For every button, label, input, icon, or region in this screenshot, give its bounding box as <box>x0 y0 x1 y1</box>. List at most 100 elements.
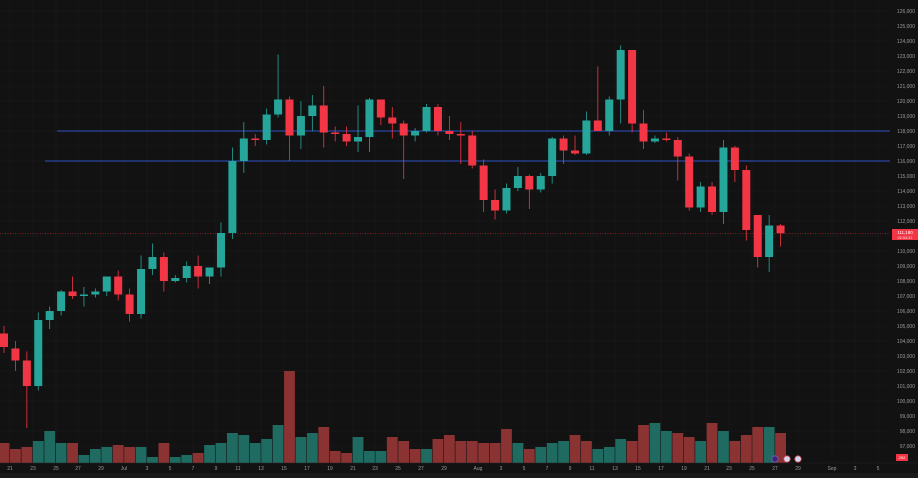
date-tick-label: 29 <box>795 466 801 472</box>
candle <box>525 174 534 209</box>
candle <box>285 96 294 161</box>
candle <box>114 270 123 301</box>
volume-bars <box>0 371 786 463</box>
candle <box>239 122 248 173</box>
date-tick-label: 29 <box>98 466 104 472</box>
time-axis[interactable]: 21 23 25 27 29 Jul 3 5 7 9 11 13 15 17 19 21 23 25 27 29 Aug… <box>7 466 879 472</box>
candle <box>571 135 579 155</box>
price-tick-label: 98,000 <box>900 429 916 435</box>
price-tick-label: 116,000 <box>897 159 915 165</box>
date-tick-label: 19 <box>327 466 333 472</box>
candle <box>274 54 283 118</box>
date-tick-label: 5 <box>877 466 880 472</box>
candle <box>468 131 477 169</box>
price-tick-label: 121,000 <box>897 84 915 90</box>
price-axis[interactable]: 126,000 125,000 124,000 123,000 122,000 121,0… <box>897 9 915 450</box>
candle <box>650 135 659 143</box>
price-tick-label: 115,000 <box>897 174 915 180</box>
candle <box>205 267 214 284</box>
date-tick-label: 9 <box>215 466 218 472</box>
date-tick-label: 23 <box>726 466 732 472</box>
candle <box>45 306 54 329</box>
price-tick-label: 103,000 <box>897 354 915 360</box>
candle <box>308 95 317 131</box>
date-tick-label: 25 <box>53 466 59 472</box>
candle <box>365 98 374 152</box>
price-tick-label: 106,000 <box>897 309 915 315</box>
candle <box>559 135 568 164</box>
date-tick-label: 23 <box>30 466 36 472</box>
candle <box>616 45 625 124</box>
us-flag-event-icon[interactable] <box>794 455 802 463</box>
price-tick-label: 105,000 <box>897 324 915 330</box>
price-tick-label: 104,000 <box>897 339 915 345</box>
candle <box>730 146 739 182</box>
candle <box>662 132 671 142</box>
candle <box>342 126 351 146</box>
candle <box>491 189 500 220</box>
candle <box>251 134 260 146</box>
date-tick-label: 25 <box>395 466 401 472</box>
candle <box>125 288 134 322</box>
price-tick-label: 126,000 <box>897 9 915 15</box>
date-tick-label: 27 <box>418 466 424 472</box>
candle <box>719 140 728 224</box>
price-tick-label: 102,000 <box>897 369 915 375</box>
date-tick-label: 11 <box>589 466 594 472</box>
current-price-badge: 111,180 02:54:31 <box>892 229 918 240</box>
candle <box>685 153 694 211</box>
candle <box>216 222 225 277</box>
date-tick-label: 3 <box>500 466 503 472</box>
date-tick-label: 27 <box>75 466 81 472</box>
date-tick-label: 7 <box>192 466 195 472</box>
candle <box>422 104 431 133</box>
candle <box>502 183 511 214</box>
event-markers[interactable] <box>771 455 802 463</box>
volume-badge: 292 <box>896 454 908 461</box>
candle <box>228 147 237 239</box>
price-tick-label: 123,000 <box>897 54 915 60</box>
candle <box>388 107 397 139</box>
crypto-event-icon[interactable] <box>771 455 779 463</box>
price-tick-label: 107,000 <box>897 294 915 300</box>
price-tick-label: 117,000 <box>897 144 915 150</box>
date-tick-label: 15 <box>635 466 641 472</box>
candle <box>194 255 203 289</box>
price-tick-label: 112,000 <box>897 219 915 225</box>
candle <box>159 252 168 292</box>
price-tick-label: 122,000 <box>897 69 915 75</box>
candle <box>776 224 785 247</box>
horizontal-lines[interactable] <box>45 130 890 162</box>
us-flag-event-icon[interactable] <box>783 455 791 463</box>
candle <box>262 108 271 145</box>
candle <box>673 137 682 181</box>
date-tick-label: Aug <box>474 466 483 472</box>
date-tick-label: 23 <box>372 466 378 472</box>
price-tick-label: 113,000 <box>897 204 915 210</box>
candle <box>22 351 31 428</box>
candle <box>331 126 340 142</box>
candle <box>57 290 66 316</box>
date-tick-label: 27 <box>772 466 778 472</box>
price-tick-label: 110,000 <box>897 249 915 255</box>
date-tick-label: 13 <box>612 466 618 472</box>
candle <box>513 167 522 191</box>
candle <box>296 101 305 149</box>
candle <box>34 312 43 391</box>
candle <box>765 215 774 272</box>
price-tick-label: 119,000 <box>897 114 915 120</box>
price-tick-label: 99,000 <box>900 414 916 420</box>
price-tick-label: 109,000 <box>897 264 915 270</box>
date-tick-label: 7 <box>546 466 549 472</box>
candle <box>79 287 88 307</box>
price-tick-label: 124,000 <box>897 39 915 45</box>
date-tick-label: 17 <box>304 466 310 472</box>
candle <box>171 275 180 283</box>
candle <box>376 99 385 125</box>
candle <box>411 128 420 142</box>
candle <box>0 326 8 353</box>
current-price-label: 111,180 <box>897 230 913 235</box>
countdown-label: 02:54:31 <box>898 236 913 240</box>
candle <box>11 341 20 371</box>
